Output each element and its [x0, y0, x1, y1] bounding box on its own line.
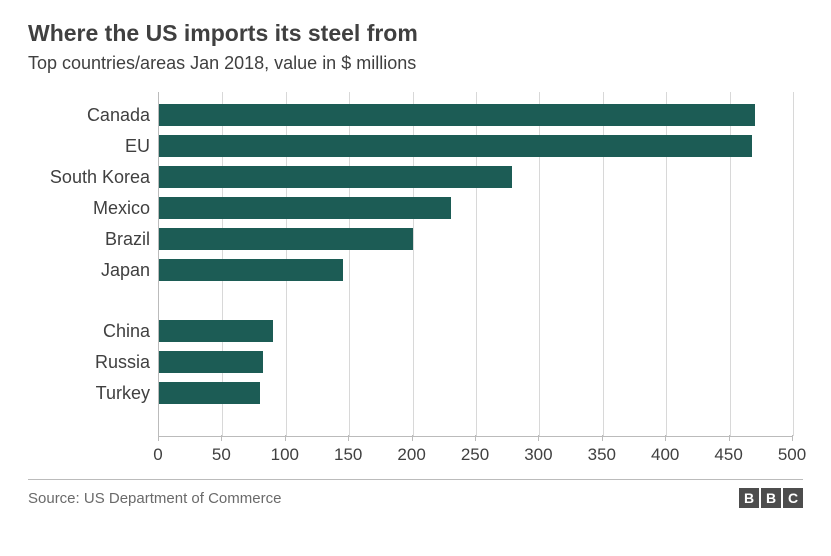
- x-tick-label: 300: [524, 445, 552, 465]
- bbc-logo-b2: B: [761, 488, 781, 508]
- x-tick-label: 350: [588, 445, 616, 465]
- x-tick-label: 50: [212, 445, 231, 465]
- x-tick-label: 500: [778, 445, 806, 465]
- x-tick-label: 250: [461, 445, 489, 465]
- bar: [159, 135, 752, 157]
- chart-area: 0 50 100 150 200 250 300 350 400 450 500 Canada EU S…: [28, 92, 803, 467]
- bar: [159, 228, 413, 250]
- bar: [159, 351, 263, 373]
- y-category-label: Brazil: [28, 228, 150, 250]
- x-tick-label: 400: [651, 445, 679, 465]
- bar: [159, 259, 343, 281]
- y-category-label: Japan: [28, 259, 150, 281]
- x-tick-label: 450: [714, 445, 742, 465]
- x-tick-label: 200: [397, 445, 425, 465]
- bbc-logo: B B C: [739, 488, 803, 508]
- y-category-label: Canada: [28, 104, 150, 126]
- bar: [159, 197, 451, 219]
- y-category-label: Mexico: [28, 197, 150, 219]
- bar: [159, 320, 273, 342]
- gridline: [793, 92, 794, 436]
- chart-footer: Source: US Department of Commerce B B C: [28, 479, 803, 508]
- bar: [159, 104, 755, 126]
- y-category-label: Russia: [28, 351, 150, 373]
- bbc-logo-c: C: [783, 488, 803, 508]
- x-tick-label: 150: [334, 445, 362, 465]
- y-category-label: China: [28, 320, 150, 342]
- bar: [159, 382, 260, 404]
- bar: [159, 166, 512, 188]
- x-tick-label: 0: [153, 445, 162, 465]
- x-tick-label: 100: [271, 445, 299, 465]
- chart-subtitle: Top countries/areas Jan 2018, value in $…: [28, 53, 803, 74]
- bbc-logo-b1: B: [739, 488, 759, 508]
- y-category-label: Turkey: [28, 382, 150, 404]
- y-category-label: South Korea: [28, 166, 150, 188]
- source-text: Source: US Department of Commerce: [28, 490, 281, 507]
- chart-title: Where the US imports its steel from: [28, 20, 803, 47]
- y-category-label: EU: [28, 135, 150, 157]
- x-axis: 050100150200250300350400450500: [158, 441, 793, 467]
- plot-area: [158, 92, 793, 437]
